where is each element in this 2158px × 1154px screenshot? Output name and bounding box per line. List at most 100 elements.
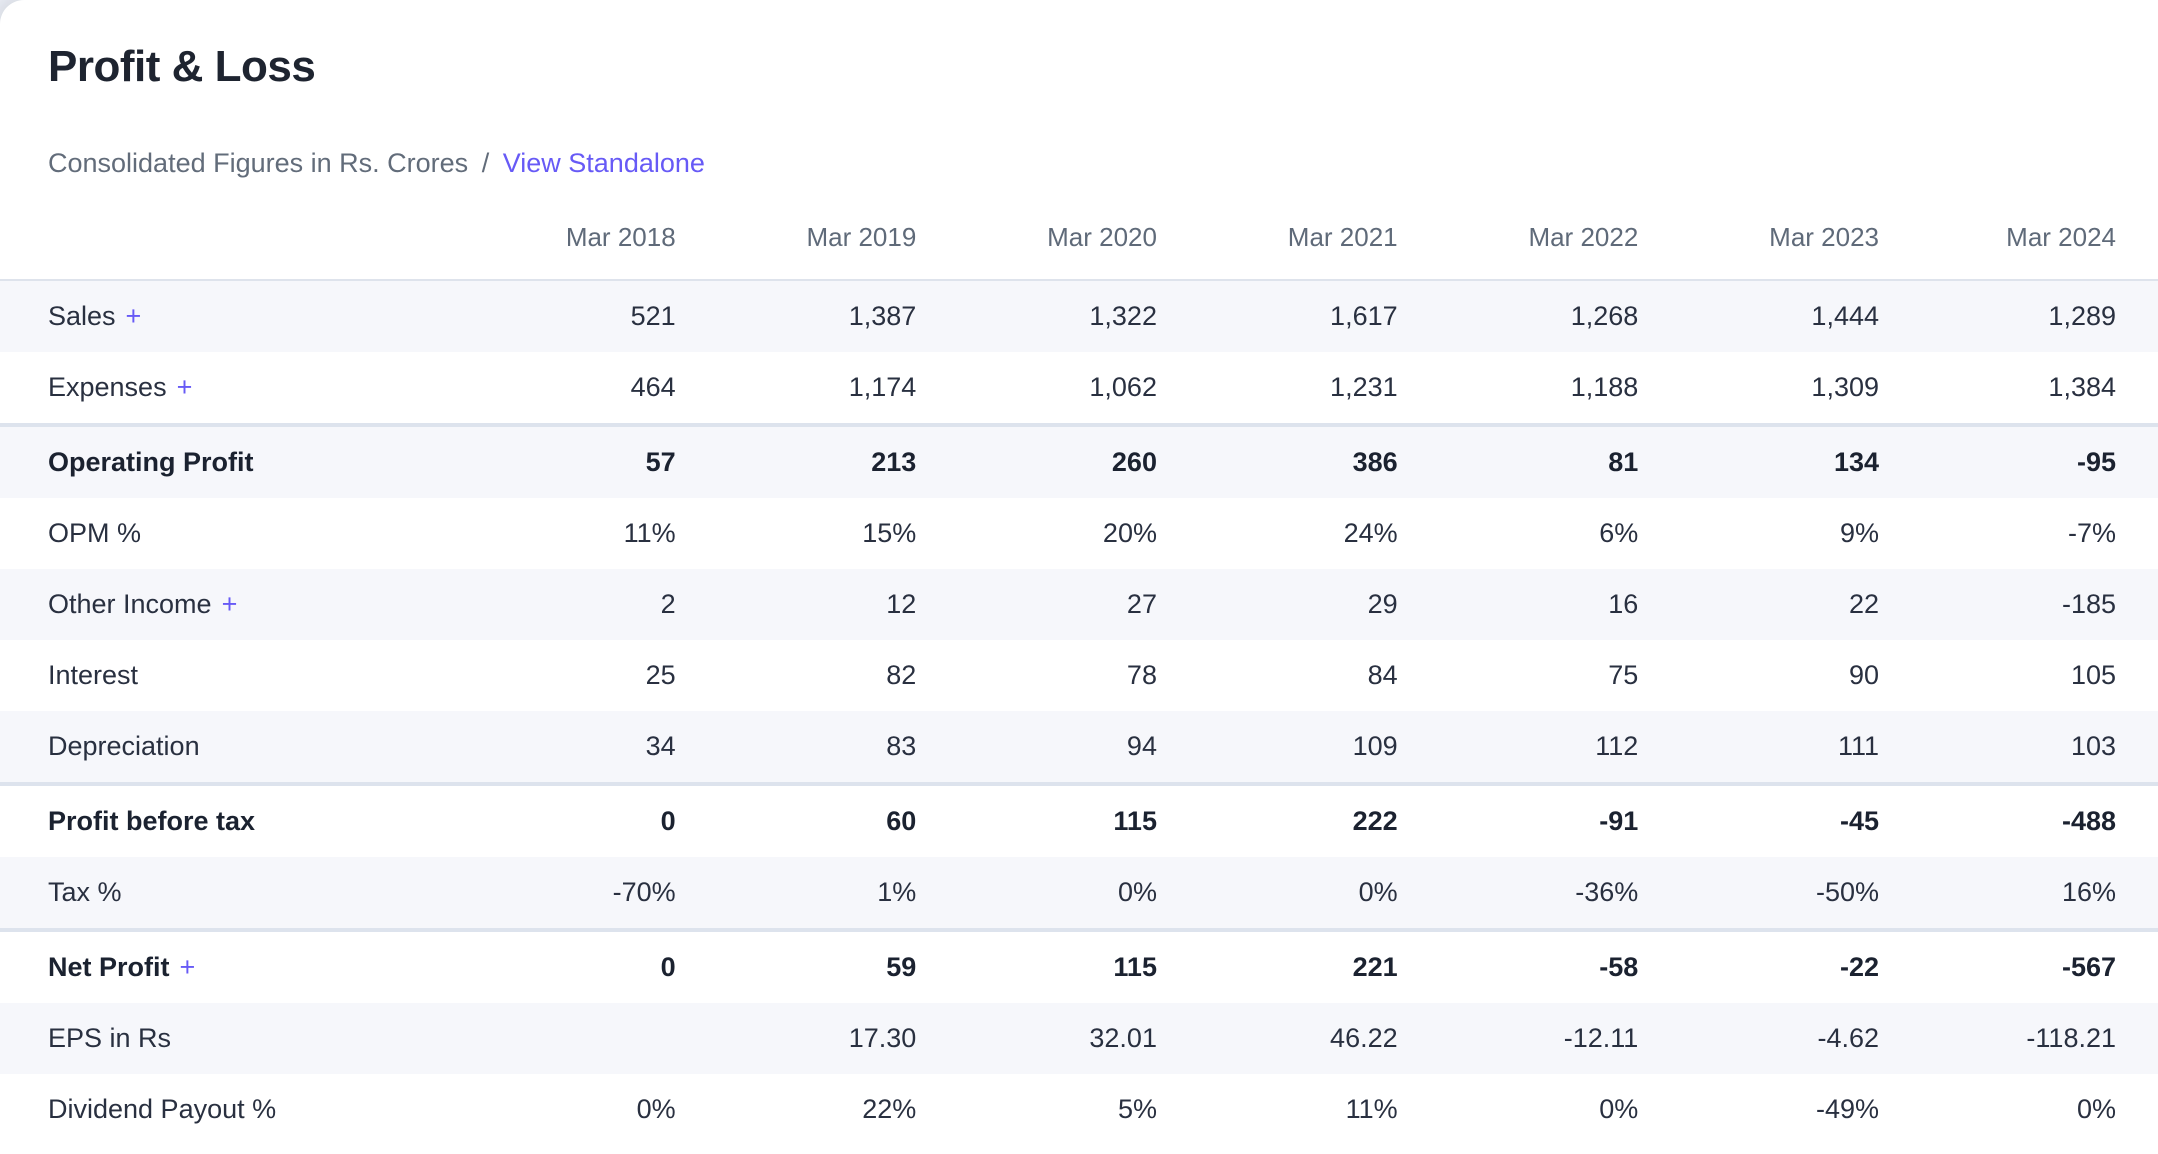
cell: 111 bbox=[1837, 731, 1879, 761]
row-label: OPM % bbox=[48, 518, 142, 548]
cell: -488 bbox=[1879, 782, 2158, 857]
cell: 16% bbox=[2061, 877, 2116, 907]
cell: -7% bbox=[2067, 518, 2116, 548]
expand-icon[interactable]: + bbox=[125, 301, 142, 331]
expand-icon[interactable]: + bbox=[221, 589, 238, 619]
row-label-cell: Tax % bbox=[0, 857, 435, 930]
cell: 82 bbox=[886, 660, 917, 690]
row-label: Profit before tax bbox=[48, 806, 256, 836]
row-label-cell: OPM % bbox=[0, 498, 435, 569]
cell: 115 bbox=[916, 782, 1157, 857]
table-row-opm: OPM % 11% 15% 20% 24% 6% 9% -7% bbox=[0, 498, 2158, 569]
row-label: Other Income bbox=[48, 589, 212, 619]
cell: 221 bbox=[1156, 928, 1398, 1003]
cell: 1,174 bbox=[848, 372, 917, 402]
column-header-mar-2021: Mar 2021 bbox=[1156, 180, 1398, 281]
cell: 0% bbox=[1117, 877, 1157, 907]
cell: 27 bbox=[1126, 589, 1157, 619]
cell: -70% bbox=[612, 877, 676, 907]
table-row-eps: EPS in Rs 17.30 32.01 46.22 -12.11 -4.62… bbox=[0, 1003, 2158, 1074]
column-header-mar-2018: Mar 2018 bbox=[435, 180, 676, 281]
page-title: Profit & Loss bbox=[48, 42, 316, 91]
cell: -36% bbox=[1575, 877, 1639, 907]
row-label: Operating Profit bbox=[48, 447, 254, 477]
cell: 1,188 bbox=[1570, 372, 1639, 402]
row-label-cell: Dividend Payout % bbox=[0, 1074, 435, 1145]
row-label-cell: Depreciation bbox=[0, 711, 435, 784]
cell: -91 bbox=[1397, 782, 1639, 857]
row-label: Sales bbox=[48, 301, 116, 331]
cell: 90 bbox=[1848, 660, 1879, 690]
expand-icon[interactable]: + bbox=[176, 372, 193, 402]
cell: 83 bbox=[886, 731, 917, 761]
row-label: Depreciation bbox=[48, 731, 200, 761]
cell: 0% bbox=[636, 1094, 676, 1124]
cell: 2 bbox=[660, 589, 676, 619]
column-header-mar-2019: Mar 2019 bbox=[675, 180, 917, 281]
row-label-cell: Other Income + bbox=[0, 569, 435, 640]
table-row-operating-profit: Operating Profit 57 213 260 386 81 134 -… bbox=[0, 423, 2158, 498]
cell: -567 bbox=[1879, 928, 2158, 1003]
cell: 1,322 bbox=[1089, 301, 1157, 331]
cell: 20% bbox=[1102, 518, 1157, 548]
cell: 6% bbox=[1599, 518, 1639, 548]
column-header-mar-2023: Mar 2023 bbox=[1638, 180, 1879, 281]
cell: 112 bbox=[1595, 731, 1639, 761]
table-row-tax: Tax % -70% 1% 0% 0% -36% -50% 16% bbox=[0, 857, 2158, 930]
cell: 12 bbox=[886, 589, 917, 619]
cell: 5% bbox=[1117, 1094, 1157, 1124]
cell: 16 bbox=[1608, 589, 1639, 619]
cell: 109 bbox=[1352, 731, 1398, 761]
cell: -49% bbox=[1815, 1094, 1879, 1124]
column-header-blank bbox=[0, 180, 435, 281]
cell: 1,231 bbox=[1330, 372, 1398, 402]
cell: 222 bbox=[1156, 782, 1398, 857]
row-label: EPS in Rs bbox=[48, 1023, 172, 1053]
cell: 103 bbox=[2070, 731, 2116, 761]
row-label-cell: Net Profit + bbox=[0, 928, 435, 1003]
cell: 59 bbox=[675, 928, 917, 1003]
table-row-other-income: Other Income + 2 12 27 29 16 22 -185 bbox=[0, 569, 2158, 640]
cell: -95 bbox=[1879, 423, 2158, 498]
table-row-expenses: Expenses + 464 1,174 1,062 1,231 1,188 1,… bbox=[0, 352, 2158, 425]
cell: -118.21 bbox=[2026, 1023, 2116, 1053]
row-label-cell: Interest bbox=[0, 640, 435, 711]
cell: 75 bbox=[1608, 660, 1639, 690]
view-standalone-link[interactable]: View Standalone bbox=[502, 148, 705, 178]
row-label-cell: Expenses + bbox=[0, 352, 435, 425]
cell: -50% bbox=[1815, 877, 1879, 907]
cell: 25 bbox=[645, 660, 676, 690]
cell: 1,384 bbox=[2048, 372, 2116, 402]
row-label: Dividend Payout % bbox=[48, 1094, 277, 1124]
cell: 1,444 bbox=[1811, 301, 1879, 331]
cell: 213 bbox=[675, 423, 917, 498]
row-label-cell: Operating Profit bbox=[0, 423, 435, 498]
cell: 11% bbox=[1345, 1094, 1398, 1124]
cell: 0% bbox=[1358, 877, 1398, 907]
cell: 34 bbox=[645, 731, 676, 761]
table-row-interest: Interest 25 82 78 84 75 90 105 bbox=[0, 640, 2158, 711]
cell: 115 bbox=[916, 928, 1157, 1003]
column-header-mar-2022: Mar 2022 bbox=[1397, 180, 1639, 281]
cell: 78 bbox=[1126, 660, 1157, 690]
cell: 1,617 bbox=[1330, 301, 1398, 331]
cell: -22 bbox=[1638, 928, 1879, 1003]
table-row-dividend-payout: Dividend Payout % 0% 22% 5% 11% 0% -49% … bbox=[0, 1074, 2158, 1145]
cell: 84 bbox=[1367, 660, 1398, 690]
cell: 1% bbox=[877, 877, 917, 907]
subtitle-text: Consolidated Figures in Rs. Crores bbox=[48, 148, 469, 178]
column-header-mar-2024: Mar 2024 bbox=[1879, 180, 2158, 281]
cell: 24% bbox=[1343, 518, 1398, 548]
cell: 17.30 bbox=[848, 1023, 917, 1053]
row-label-cell: EPS in Rs bbox=[0, 1003, 435, 1074]
subtitle-separator: / bbox=[481, 148, 490, 178]
cell: -58 bbox=[1397, 928, 1639, 1003]
expand-icon[interactable]: + bbox=[179, 952, 196, 982]
cell: 134 bbox=[1638, 423, 1879, 498]
cell: 1,268 bbox=[1570, 301, 1639, 331]
table-row-profit-before-tax: Profit before tax 0 60 115 222 -91 -45 -… bbox=[0, 782, 2158, 857]
cell: 22 bbox=[1848, 589, 1879, 619]
cell: 60 bbox=[675, 782, 917, 857]
cell: 1,062 bbox=[1089, 372, 1157, 402]
